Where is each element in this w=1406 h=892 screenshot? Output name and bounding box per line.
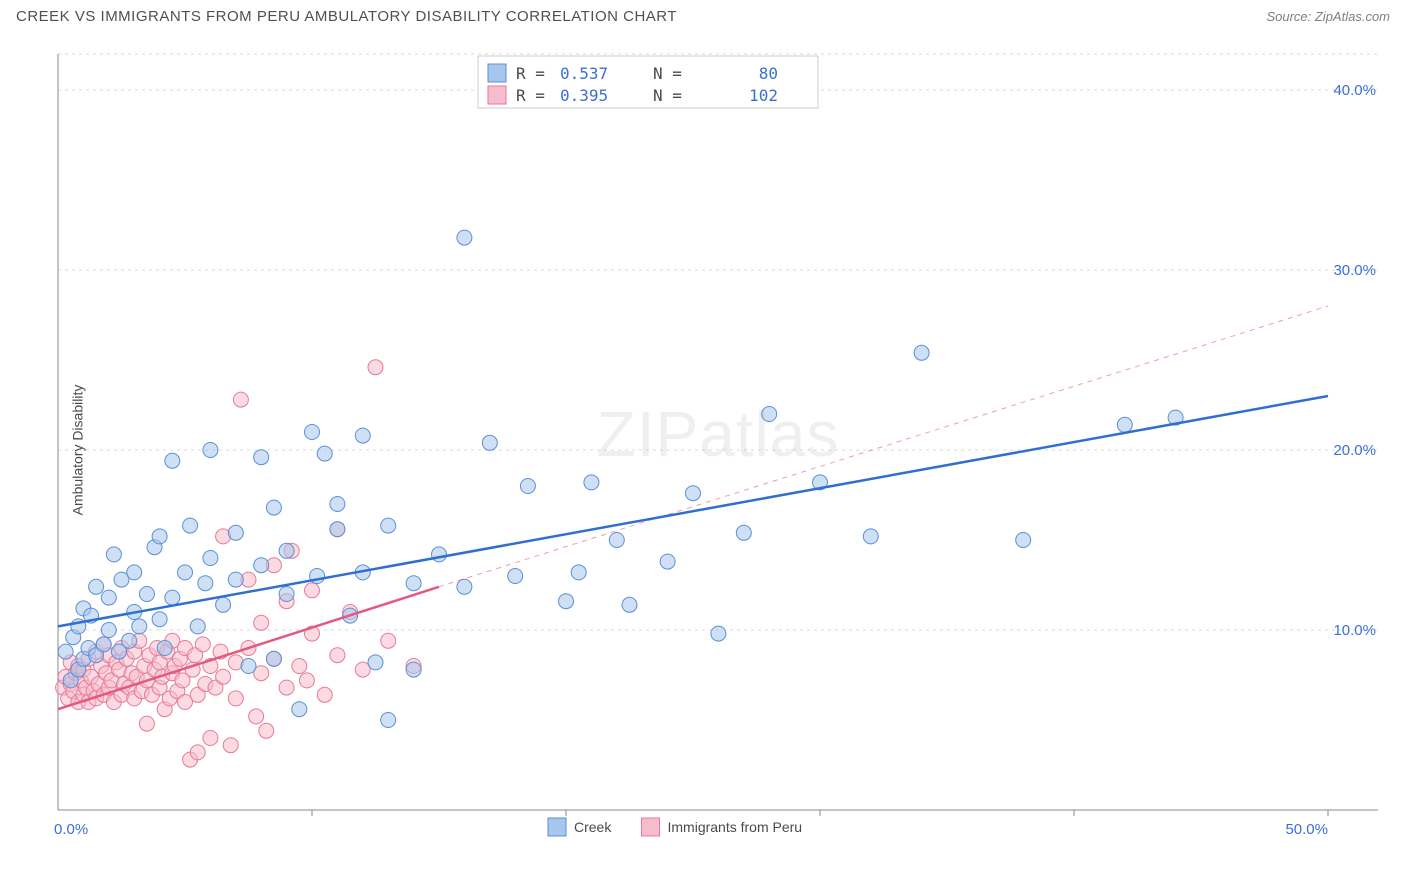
svg-text:10.0%: 10.0% bbox=[1333, 622, 1376, 639]
svg-text:0.395: 0.395 bbox=[560, 86, 608, 105]
chart-area: Ambulatory Disability 10.0%20.0%30.0%40.… bbox=[48, 50, 1388, 850]
svg-text:Creek: Creek bbox=[574, 819, 612, 835]
svg-text:N =: N = bbox=[653, 86, 682, 105]
svg-text:N =: N = bbox=[653, 64, 682, 83]
chart-source: Source: ZipAtlas.com bbox=[1266, 9, 1390, 24]
svg-text:Immigrants from Peru: Immigrants from Peru bbox=[668, 819, 803, 835]
svg-text:0.537: 0.537 bbox=[560, 64, 608, 83]
svg-text:30.0%: 30.0% bbox=[1333, 262, 1376, 279]
svg-text:0.0%: 0.0% bbox=[54, 821, 88, 838]
chart-title: CREEK VS IMMIGRANTS FROM PERU AMBULATORY… bbox=[16, 8, 677, 25]
scatter-plot: 10.0% 20.0% 30.0% 40.0% 0.0% 50.0% R = 0.537 N =… bbox=[48, 50, 1388, 850]
svg-text:20.0%: 20.0% bbox=[1333, 442, 1376, 459]
svg-text:102: 102 bbox=[749, 86, 778, 105]
chart-header: CREEK VS IMMIGRANTS FROM PERU AMBULATORY… bbox=[0, 0, 1406, 29]
svg-text:R =: R = bbox=[516, 64, 545, 83]
svg-text:80: 80 bbox=[759, 64, 778, 83]
svg-text:R =: R = bbox=[516, 86, 545, 105]
svg-text:40.0%: 40.0% bbox=[1333, 82, 1376, 99]
svg-text:50.0%: 50.0% bbox=[1285, 821, 1328, 838]
